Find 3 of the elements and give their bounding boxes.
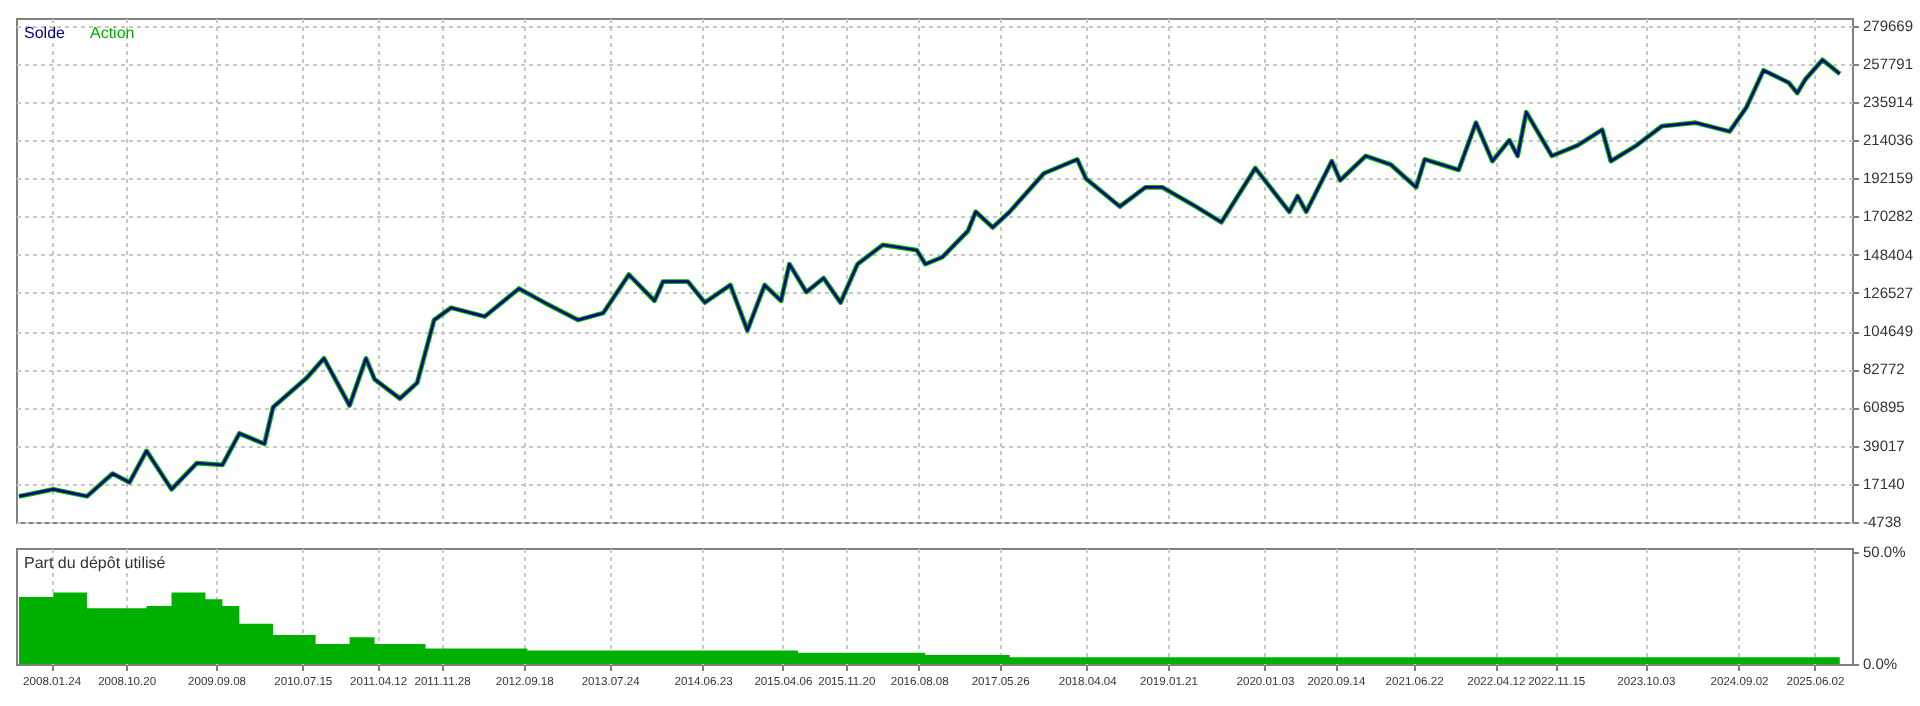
text: Solde xyxy=(24,24,67,42)
series-label: Part du dépôt utilisé xyxy=(24,554,167,572)
text: Action xyxy=(90,24,135,42)
